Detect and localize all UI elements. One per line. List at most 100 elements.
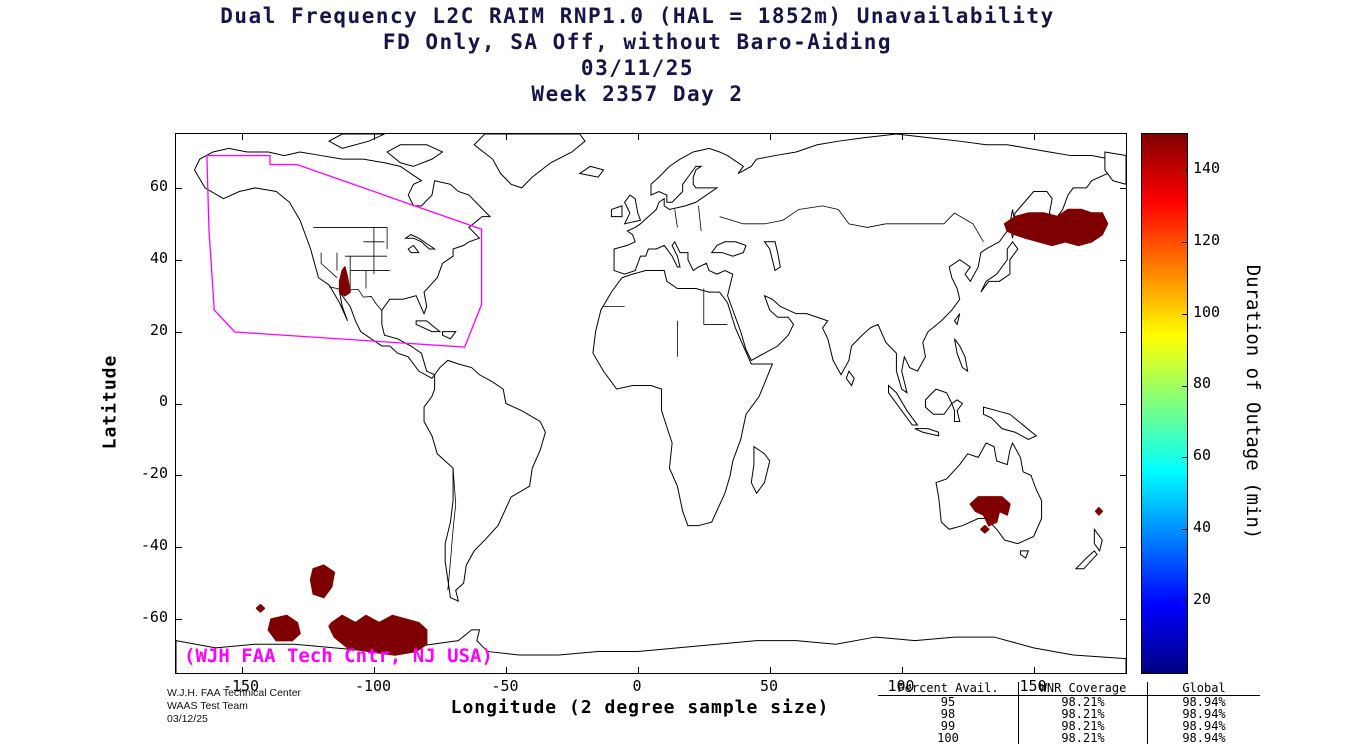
colorbar-tick-mark [1182, 241, 1187, 243]
title-line-3: 03/11/25 [580, 56, 695, 80]
x-tick-mark [901, 667, 903, 673]
tech-center-annotation: (WJH FAA Tech Cntr, NJ USA) [184, 645, 493, 667]
stats-cell: 95 [940, 695, 956, 709]
outage-region-new-zealand-diamond [1096, 508, 1103, 515]
availability-stats-table: Percent Avail. WNR Coverage Global 95 98… [878, 682, 1260, 744]
y-tick-mark [176, 547, 182, 549]
stats-cell: 98.94% [1147, 720, 1260, 732]
outage-data-layer [207, 156, 1108, 655]
credit-line-3: 03/12/25 [167, 713, 208, 725]
x-tick-mark [1033, 134, 1035, 140]
stats-row: 98 98.21% 98.94% [878, 708, 1260, 720]
stats-header-percent-avail: Percent Avail. [878, 682, 1019, 696]
stats-cell: 98.21% [1018, 708, 1148, 720]
x-tick-mark [505, 134, 507, 140]
colorbar-tick-label: 120 [1193, 231, 1221, 249]
y-tick-mark [176, 619, 182, 621]
x-tick-mark [505, 667, 507, 673]
y-tick-mark [176, 475, 182, 477]
y-tick-mark [1120, 187, 1126, 189]
y-tick-mark [176, 259, 182, 261]
y-tick-label: -40 [140, 536, 168, 554]
stats-header-row: Percent Avail. WNR Coverage Global [878, 682, 1260, 696]
x-tick-mark [769, 134, 771, 140]
y-tick-mark [1120, 547, 1126, 549]
y-tick-label: 60 [149, 177, 168, 195]
y-axis-label: Latitude [99, 354, 121, 450]
colorbar-tick-label: 100 [1193, 303, 1221, 321]
outage-region-russia-far-east [1005, 209, 1108, 245]
title-line-1: Dual Frequency L2C RAIM RNP1.0 (HAL = 18… [220, 4, 1055, 28]
x-tick-label: -50 [491, 677, 519, 695]
x-tick-label: -150 [222, 677, 260, 695]
stats-header-global: Global [1147, 682, 1260, 696]
stats-header-wnr-coverage: WNR Coverage [1018, 682, 1148, 696]
colorbar-tick-label: 20 [1193, 590, 1212, 608]
x-tick-mark [637, 134, 639, 140]
credit-line-2: WAAS Test Team [167, 700, 248, 712]
map-plot-area [175, 133, 1127, 674]
colorbar-tick-label: 140 [1193, 159, 1221, 177]
colorbar-axis-label: Duration of Outage (min) [1242, 264, 1264, 540]
colorbar-tick-mark [1182, 529, 1187, 531]
y-tick-mark [176, 187, 182, 189]
colorbar-tick-mark [1182, 601, 1187, 603]
x-tick-label: -100 [354, 677, 392, 695]
x-tick-mark [1033, 667, 1035, 673]
x-tick-mark [901, 134, 903, 140]
stats-cell: 98.94% [1147, 695, 1260, 708]
stats-cell: 98.21% [1018, 695, 1148, 708]
x-tick-mark [373, 134, 375, 140]
x-tick-mark [373, 667, 375, 673]
country-state-borders-layer [313, 206, 983, 590]
x-tick-mark [241, 667, 243, 673]
stats-cell: 98.21% [1018, 732, 1148, 744]
footer-credit: W.J.H. FAA Technical Center WAAS Test Te… [167, 687, 301, 726]
coastlines-layer [176, 134, 1126, 673]
title-line-2: FD Only, SA Off, without Baro-Aiding [382, 30, 893, 54]
stats-row: 100 98.21% 98.94% [878, 732, 1260, 744]
y-tick-mark [1120, 619, 1126, 621]
x-tick-mark [241, 134, 243, 140]
x-tick-mark [637, 667, 639, 673]
y-tick-mark [176, 331, 182, 333]
y-tick-label: -60 [140, 608, 168, 626]
stats-cell: 99 [940, 719, 956, 733]
lakes-layer [406, 235, 781, 271]
y-tick-mark [1120, 403, 1126, 405]
stats-cell: 98.94% [1147, 708, 1260, 720]
outage-region-south-australia-diamond [981, 526, 989, 533]
title-line-4: Week 2357 Day 2 [531, 82, 744, 106]
plot-titles: Dual Frequency L2C RAIM RNP1.0 (HAL = 18… [0, 3, 1275, 107]
credit-line-1: W.J.H. FAA Technical Center [167, 687, 302, 699]
x-tick-mark [769, 667, 771, 673]
waas-coverage-boundary [207, 156, 482, 348]
colorbar-tick-mark [1182, 169, 1187, 171]
y-tick-label: -20 [140, 464, 168, 482]
colorbar-tick-label: 80 [1193, 374, 1212, 392]
y-tick-label: 0 [158, 392, 168, 410]
y-tick-mark [1120, 259, 1126, 261]
y-tick-mark [1120, 475, 1126, 477]
outage-region-arizona [340, 267, 351, 296]
colorbar-tick-mark [1182, 313, 1187, 315]
stats-row: 99 98.21% 98.94% [878, 720, 1260, 732]
colorbar [1141, 133, 1188, 674]
stats-cell: 100 [937, 731, 959, 745]
outage-region-south-pacific-diamond [256, 605, 264, 612]
y-tick-label: 20 [149, 321, 168, 339]
colorbar-tick-mark [1182, 385, 1187, 387]
stats-cell: 98 [940, 707, 956, 721]
y-tick-label: 40 [149, 249, 168, 267]
x-axis-label: Longitude (2 degree sample size) [450, 697, 830, 718]
outage-region-south-pacific-2 [268, 616, 300, 641]
colorbar-tick-label: 40 [1193, 518, 1212, 536]
stats-row: 95 98.21% 98.94% [878, 695, 1260, 709]
x-tick-label: 0 [632, 677, 642, 695]
x-tick-label: 50 [759, 677, 779, 695]
colorbar-tick-mark [1182, 457, 1187, 459]
outage-region-south-australia [970, 497, 1010, 526]
stats-cell: 98.94% [1147, 732, 1260, 744]
stats-cell: 98.21% [1018, 720, 1148, 732]
